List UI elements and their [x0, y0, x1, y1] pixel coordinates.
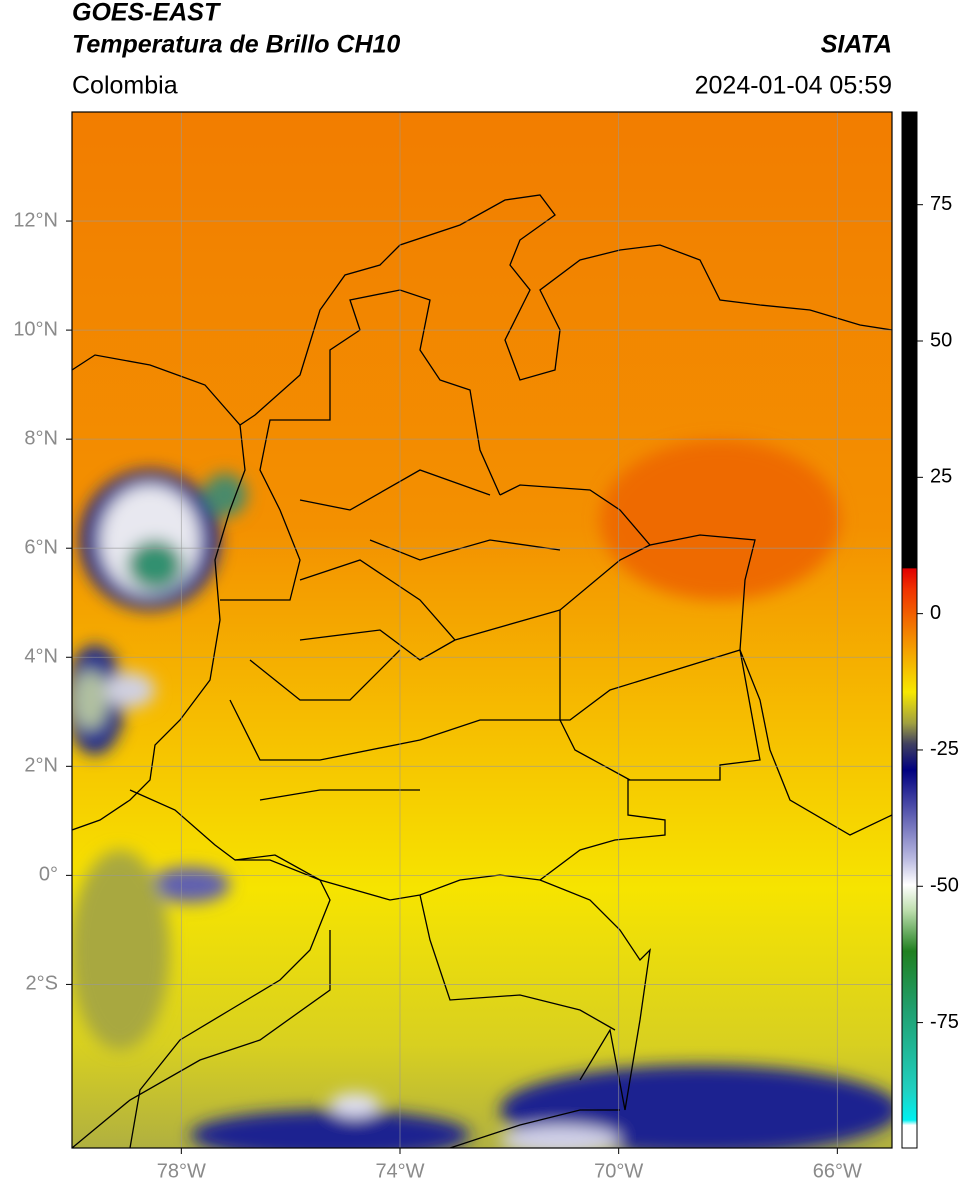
title: GOES-EAST — [72, 0, 222, 27]
y-tick-label: 8°N — [24, 427, 58, 449]
colorbar-label: 0 — [930, 602, 941, 624]
boundaries — [72, 194, 892, 1148]
colorbar-label: 50 — [930, 329, 952, 351]
colorbar-label: 75 — [930, 193, 952, 215]
y-tick-label: 6°N — [24, 536, 58, 558]
x-tick-label: 66°W — [813, 1160, 862, 1182]
subtitle: Temperatura de Brillo CH10 — [72, 31, 400, 59]
grid — [72, 112, 892, 1148]
colorbar — [901, 111, 918, 1149]
map-frame — [71, 111, 893, 1149]
map-background — [72, 112, 892, 1148]
y-tick-label: 12°N — [13, 209, 58, 231]
source: SIATA — [821, 31, 892, 59]
region: Colombia — [72, 72, 178, 100]
y-tick-label: 0° — [39, 864, 58, 886]
colorbar-label: -75 — [930, 1011, 959, 1033]
y-tick-label: 2°S — [26, 973, 58, 995]
y-tick-label: 10°N — [13, 318, 58, 340]
y-tick-label: 4°N — [24, 646, 58, 668]
x-tick-label: 78°W — [157, 1160, 206, 1182]
colorbar-label: -50 — [930, 875, 959, 897]
colorbar-label: 25 — [930, 466, 952, 488]
y-tick-label: 2°N — [24, 755, 58, 777]
colorbar-label: -25 — [930, 738, 959, 760]
x-tick-label: 70°W — [594, 1160, 643, 1182]
map-image — [72, 112, 892, 1148]
datetime: 2024-01-04 05:59 — [695, 72, 892, 100]
x-tick-label: 74°W — [375, 1160, 424, 1182]
